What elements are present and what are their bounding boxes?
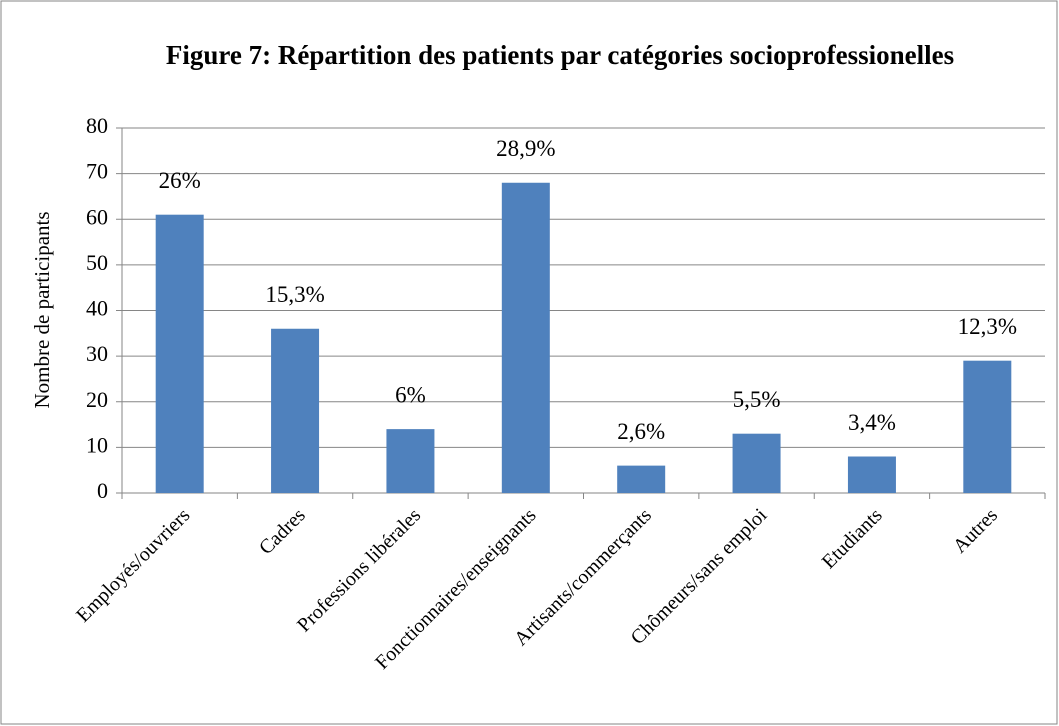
annotation: 2,6% xyxy=(617,419,665,444)
bar xyxy=(847,456,896,493)
y-tick-label: 50 xyxy=(86,250,108,275)
bar xyxy=(271,328,320,493)
y-tick-label: 0 xyxy=(97,478,108,503)
y-tick-label: 70 xyxy=(86,159,108,184)
annotation: 28,9% xyxy=(496,136,555,161)
bar xyxy=(386,429,435,493)
annotation: 3,4% xyxy=(848,410,896,435)
y-tick-label: 40 xyxy=(86,296,108,321)
bar xyxy=(617,465,666,493)
y-tick-label: 10 xyxy=(86,432,108,457)
annotation: 15,3% xyxy=(265,282,324,307)
y-axis-label: Nombre de participants xyxy=(30,211,54,408)
y-tick-label: 20 xyxy=(86,387,108,412)
bar xyxy=(501,182,550,493)
y-tick-label: 60 xyxy=(86,204,108,229)
y-tick-label: 80 xyxy=(86,113,108,138)
bar xyxy=(963,360,1012,493)
bar xyxy=(155,214,204,493)
annotation: 6% xyxy=(395,382,426,407)
bar xyxy=(732,433,781,493)
annotation: 5,5% xyxy=(733,387,781,412)
annotation: 12,3% xyxy=(958,314,1017,339)
annotation: 26% xyxy=(159,168,201,193)
y-tick-label: 30 xyxy=(86,341,108,366)
chart-title: Figure 7: Répartition des patients par c… xyxy=(166,40,954,70)
